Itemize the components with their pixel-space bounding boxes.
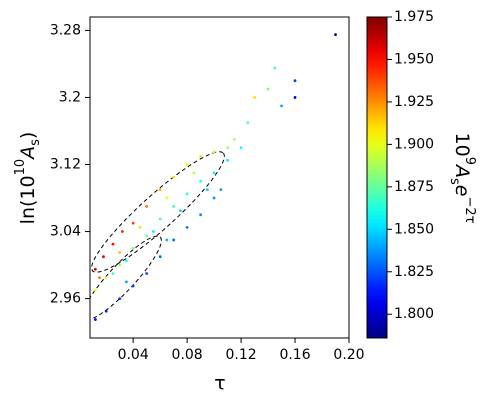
point	[145, 234, 149, 238]
point	[185, 225, 189, 229]
point	[205, 188, 209, 192]
point	[93, 288, 97, 292]
x-axis-label: τ	[214, 373, 225, 395]
point	[145, 272, 149, 275]
point	[253, 96, 256, 99]
colorbar	[366, 16, 388, 339]
point	[111, 272, 115, 275]
point	[165, 238, 169, 242]
contours	[90, 151, 225, 321]
point	[172, 175, 176, 179]
point	[118, 263, 122, 267]
point	[102, 255, 105, 259]
point	[178, 209, 182, 213]
label-part: e	[452, 185, 474, 197]
point	[125, 280, 128, 284]
point	[98, 276, 101, 280]
point	[266, 87, 270, 91]
label-part: 9	[462, 157, 477, 165]
point	[226, 158, 229, 162]
x-tick-label: 0.16	[279, 347, 310, 363]
x-tick-label: 0.20	[333, 347, 364, 363]
colorbar-tick-label: 1.850	[394, 221, 434, 237]
label-part: s	[447, 178, 462, 185]
point	[334, 33, 337, 37]
point	[293, 79, 297, 83]
point	[199, 213, 203, 217]
point	[118, 297, 122, 301]
label-part: )	[17, 132, 39, 139]
point	[158, 188, 162, 192]
point	[212, 196, 216, 200]
point	[158, 255, 162, 259]
contour	[90, 235, 162, 321]
label-part: A	[17, 146, 39, 161]
label-part: −2τ	[462, 196, 477, 223]
points	[93, 33, 337, 321]
point	[165, 196, 169, 200]
point	[239, 146, 243, 150]
point	[125, 259, 128, 263]
colorbar-tick-label: 1.800	[394, 306, 434, 322]
y-tick-label: 2.96	[50, 291, 81, 307]
point	[120, 230, 124, 233]
point	[185, 163, 189, 166]
point	[246, 121, 250, 125]
point	[152, 230, 155, 233]
point	[192, 171, 196, 175]
point	[104, 309, 108, 313]
y-tick-label: 3.12	[50, 157, 81, 173]
point	[280, 104, 283, 108]
x-tick-label: 0.12	[225, 347, 256, 363]
label-part: ln(10	[17, 175, 39, 224]
point	[212, 171, 216, 175]
point	[93, 267, 97, 271]
contour	[91, 151, 225, 273]
point	[293, 96, 297, 99]
point	[131, 221, 135, 225]
colorbar-label: 109Ase−2τ	[447, 133, 477, 224]
plot-frame	[89, 16, 350, 339]
label-part: s	[28, 139, 43, 146]
point	[111, 242, 115, 246]
colorbar-tick-label: 1.950	[394, 51, 434, 67]
point	[131, 246, 135, 250]
colorbar-tick-label: 1.825	[394, 264, 434, 280]
point	[131, 284, 135, 288]
colorbar-tick-label: 1.975	[394, 9, 434, 25]
y-tick-label: 3.28	[50, 22, 81, 38]
label-part: A	[452, 163, 474, 178]
point	[185, 192, 189, 196]
point	[172, 205, 176, 208]
colorbar-tick-label: 1.875	[394, 179, 434, 195]
point	[226, 146, 229, 150]
point	[219, 188, 223, 192]
label-part: 10	[452, 133, 474, 157]
label-part: 10	[13, 159, 28, 176]
y-tick-label: 3.2	[59, 89, 81, 105]
x-tick-label: 0.08	[172, 347, 203, 363]
point	[158, 217, 162, 221]
point	[212, 150, 216, 154]
point	[199, 154, 203, 158]
x-tick-label: 0.04	[118, 347, 149, 363]
point	[93, 318, 97, 321]
point	[172, 238, 176, 242]
colorbar-tick-label: 1.900	[394, 136, 434, 152]
point	[138, 225, 142, 229]
point	[145, 205, 149, 208]
point	[104, 276, 108, 280]
point	[232, 137, 236, 141]
point	[199, 179, 203, 183]
point	[273, 66, 277, 70]
point	[118, 251, 122, 254]
y-tick-label: 3.04	[50, 224, 81, 240]
colorbar-tick-label: 1.925	[394, 94, 434, 110]
y-axis-label: ln(1010As)	[13, 132, 43, 225]
